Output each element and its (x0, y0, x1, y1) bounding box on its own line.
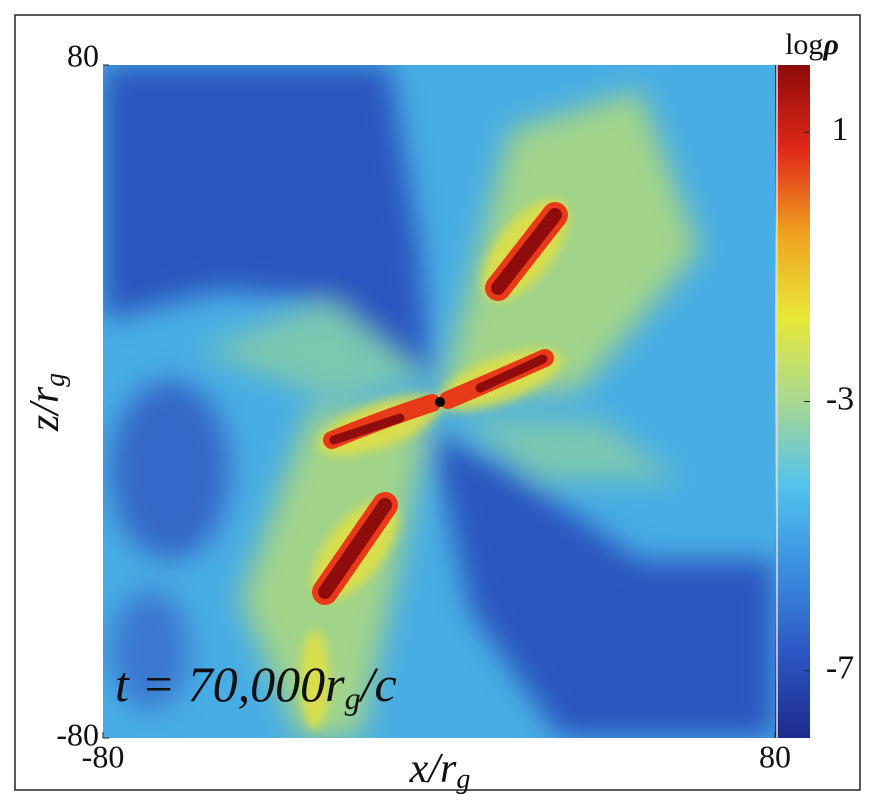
y-axis-label: z/rg (22, 373, 72, 432)
y-tick-label: 80 (67, 37, 99, 73)
colorbar-tick-label: 1 (832, 111, 849, 148)
annotation: t = 70,000rg/c (115, 656, 397, 716)
frame (14, 14, 861, 791)
density-map (103, 65, 775, 738)
colorbar-label: logρ (785, 28, 839, 61)
x-axis-label: x/rg (409, 746, 471, 796)
colorbar-tick-label: -7 (826, 649, 854, 686)
x-tick-label: 80 (759, 738, 791, 774)
x-tick-label: -80 (82, 738, 125, 774)
y-tick-label: -80 (56, 716, 99, 752)
colorbar-tick-label: -3 (826, 380, 854, 417)
